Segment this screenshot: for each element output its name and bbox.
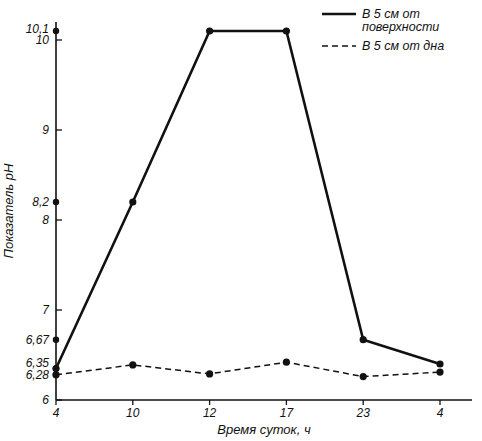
y-tick-label: 6,35 bbox=[26, 356, 50, 370]
x-tick-label: 23 bbox=[356, 406, 371, 420]
legend-swatch bbox=[322, 13, 356, 16]
x-tick-label: 12 bbox=[203, 406, 217, 420]
series-point bbox=[360, 373, 367, 380]
y-tick bbox=[53, 372, 59, 378]
series-point bbox=[436, 369, 443, 376]
legend-label: В 5 см от дна bbox=[362, 39, 444, 53]
x-tick-label: 17 bbox=[280, 406, 295, 420]
y-tick bbox=[53, 28, 59, 34]
series-point bbox=[52, 371, 59, 378]
series-line bbox=[56, 31, 440, 369]
series-point bbox=[206, 27, 213, 34]
x-tick bbox=[363, 400, 364, 405]
x-tick-label: 4 bbox=[53, 406, 60, 420]
series-point bbox=[129, 361, 136, 368]
x-axis bbox=[56, 399, 472, 401]
y-tick bbox=[56, 309, 62, 310]
plot-area bbox=[52, 27, 443, 380]
x-tick-label: 4 bbox=[437, 406, 444, 420]
x-tick bbox=[55, 400, 56, 405]
legend-swatch bbox=[322, 45, 356, 47]
y-tick-label: 6 bbox=[42, 393, 49, 407]
y-tick bbox=[56, 39, 62, 40]
series-point bbox=[283, 27, 290, 34]
series-point bbox=[283, 359, 290, 366]
x-tick bbox=[439, 400, 440, 405]
series-point bbox=[206, 370, 213, 377]
x-tick-label: 10 bbox=[126, 406, 140, 420]
series-line bbox=[56, 362, 440, 376]
x-tick bbox=[286, 400, 287, 405]
series-point bbox=[129, 198, 136, 205]
y-tick bbox=[53, 199, 59, 205]
y-tick-label: 9 bbox=[42, 123, 49, 137]
y-tick bbox=[53, 365, 59, 371]
y-tick bbox=[56, 399, 62, 400]
y-axis-title: Показатель pH bbox=[1, 163, 16, 258]
y-axis bbox=[55, 22, 57, 400]
x-tick bbox=[132, 400, 133, 405]
y-tick bbox=[56, 129, 62, 130]
series-point bbox=[52, 365, 59, 372]
y-tick-label: 10,1 bbox=[26, 22, 49, 36]
y-tick bbox=[53, 337, 59, 343]
x-axis-title: Время суток, ч bbox=[217, 422, 311, 437]
legend-label: В 5 см от поверхности bbox=[362, 7, 439, 34]
y-tick-label: 6,67 bbox=[26, 333, 51, 347]
y-tick-label: 8,2 bbox=[32, 195, 49, 209]
chart: 66,286,356,67788,291010,14101217234Время… bbox=[0, 0, 482, 441]
series-point bbox=[436, 360, 443, 367]
legend: В 5 см от поверхности В 5 см от дна bbox=[322, 7, 444, 53]
y-tick-label: 8 bbox=[42, 213, 49, 227]
y-tick bbox=[56, 219, 62, 220]
y-tick-label: 7 bbox=[42, 303, 50, 317]
series-point bbox=[360, 336, 367, 343]
x-tick bbox=[209, 400, 210, 405]
